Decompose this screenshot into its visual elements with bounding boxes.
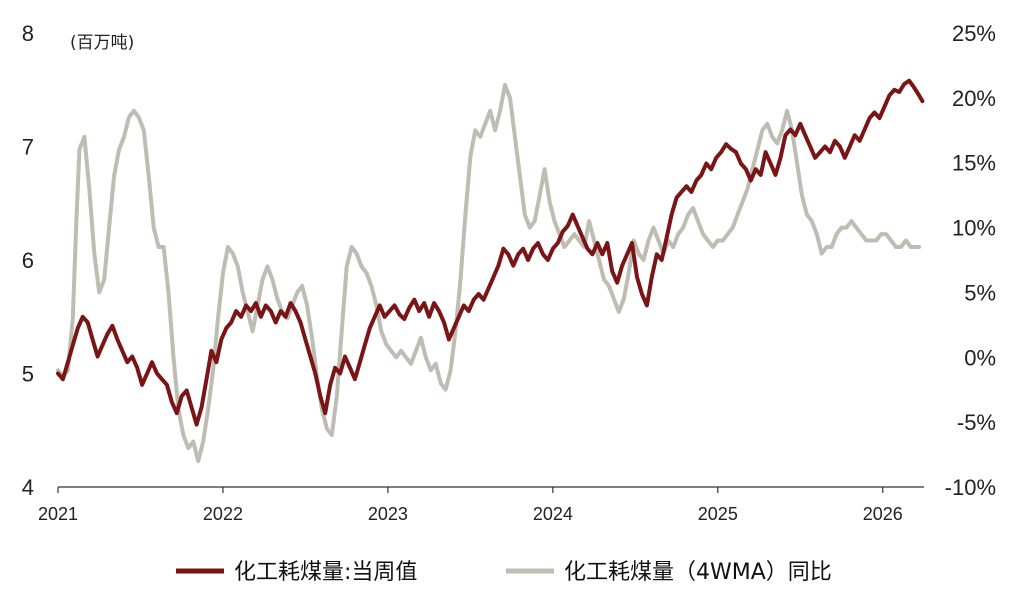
right-tick-label-1: -5% (957, 410, 996, 435)
x-tick-label-2: 2023 (368, 504, 408, 524)
series-lines (56, 78, 925, 464)
right-tick-label-0: -10% (945, 475, 996, 500)
legend-label-series-2: 化工耗煤量（4WMA）同比 (564, 560, 832, 585)
left-tick-label-4: 8 (22, 21, 34, 46)
x-tick-label-0: 2021 (38, 504, 78, 524)
right-tick-label-3: 5% (964, 280, 996, 305)
left-tick-label-2: 6 (22, 248, 34, 273)
legend-label-series-1: 化工耗煤量:当周值 (234, 560, 417, 585)
right-tick-label-4: 10% (952, 216, 996, 241)
legend: 化工耗煤量:当周值 化工耗煤量（4WMA）同比 (176, 560, 832, 585)
right-tick-label-7: 25% (952, 21, 996, 46)
x-tick-label-3: 2024 (533, 504, 573, 524)
series-line-2 (56, 82, 922, 464)
left-tick-label-0: 4 (22, 475, 34, 500)
right-tick-label-6: 20% (952, 86, 996, 111)
unit-label: (百万吨) (70, 33, 134, 53)
left-tick-label-1: 5 (22, 362, 34, 387)
right-tick-label-2: 0% (964, 345, 996, 370)
x-tick-label-5: 2026 (863, 504, 903, 524)
left-tick-label-3: 7 (22, 135, 34, 160)
left-axis-ticks: 4 5 6 7 8 (22, 21, 34, 500)
right-tick-label-5: 15% (952, 151, 996, 176)
right-axis-ticks: -10% -5% 0% 5% 10% 15% 20% 25% (945, 21, 996, 500)
x-tick-label-4: 2025 (698, 504, 738, 524)
x-tick-label-1: 2022 (203, 504, 243, 524)
series-line-1 (56, 78, 925, 427)
x-axis-ticks: 2021 2022 2023 2024 2025 2026 (38, 487, 903, 524)
